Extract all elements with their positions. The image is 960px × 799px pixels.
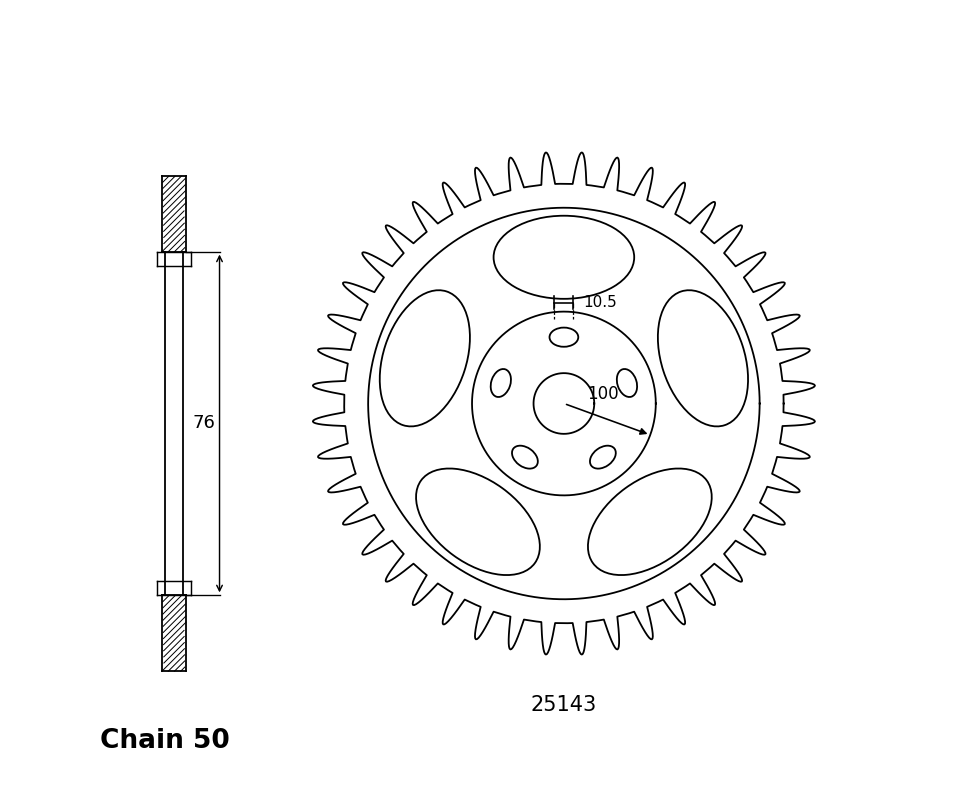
Text: 100: 100 <box>587 385 618 403</box>
Text: 76: 76 <box>193 415 216 432</box>
Text: 25143: 25143 <box>531 694 597 715</box>
Text: 10.5: 10.5 <box>583 296 617 310</box>
Text: Chain 50: Chain 50 <box>101 729 230 754</box>
